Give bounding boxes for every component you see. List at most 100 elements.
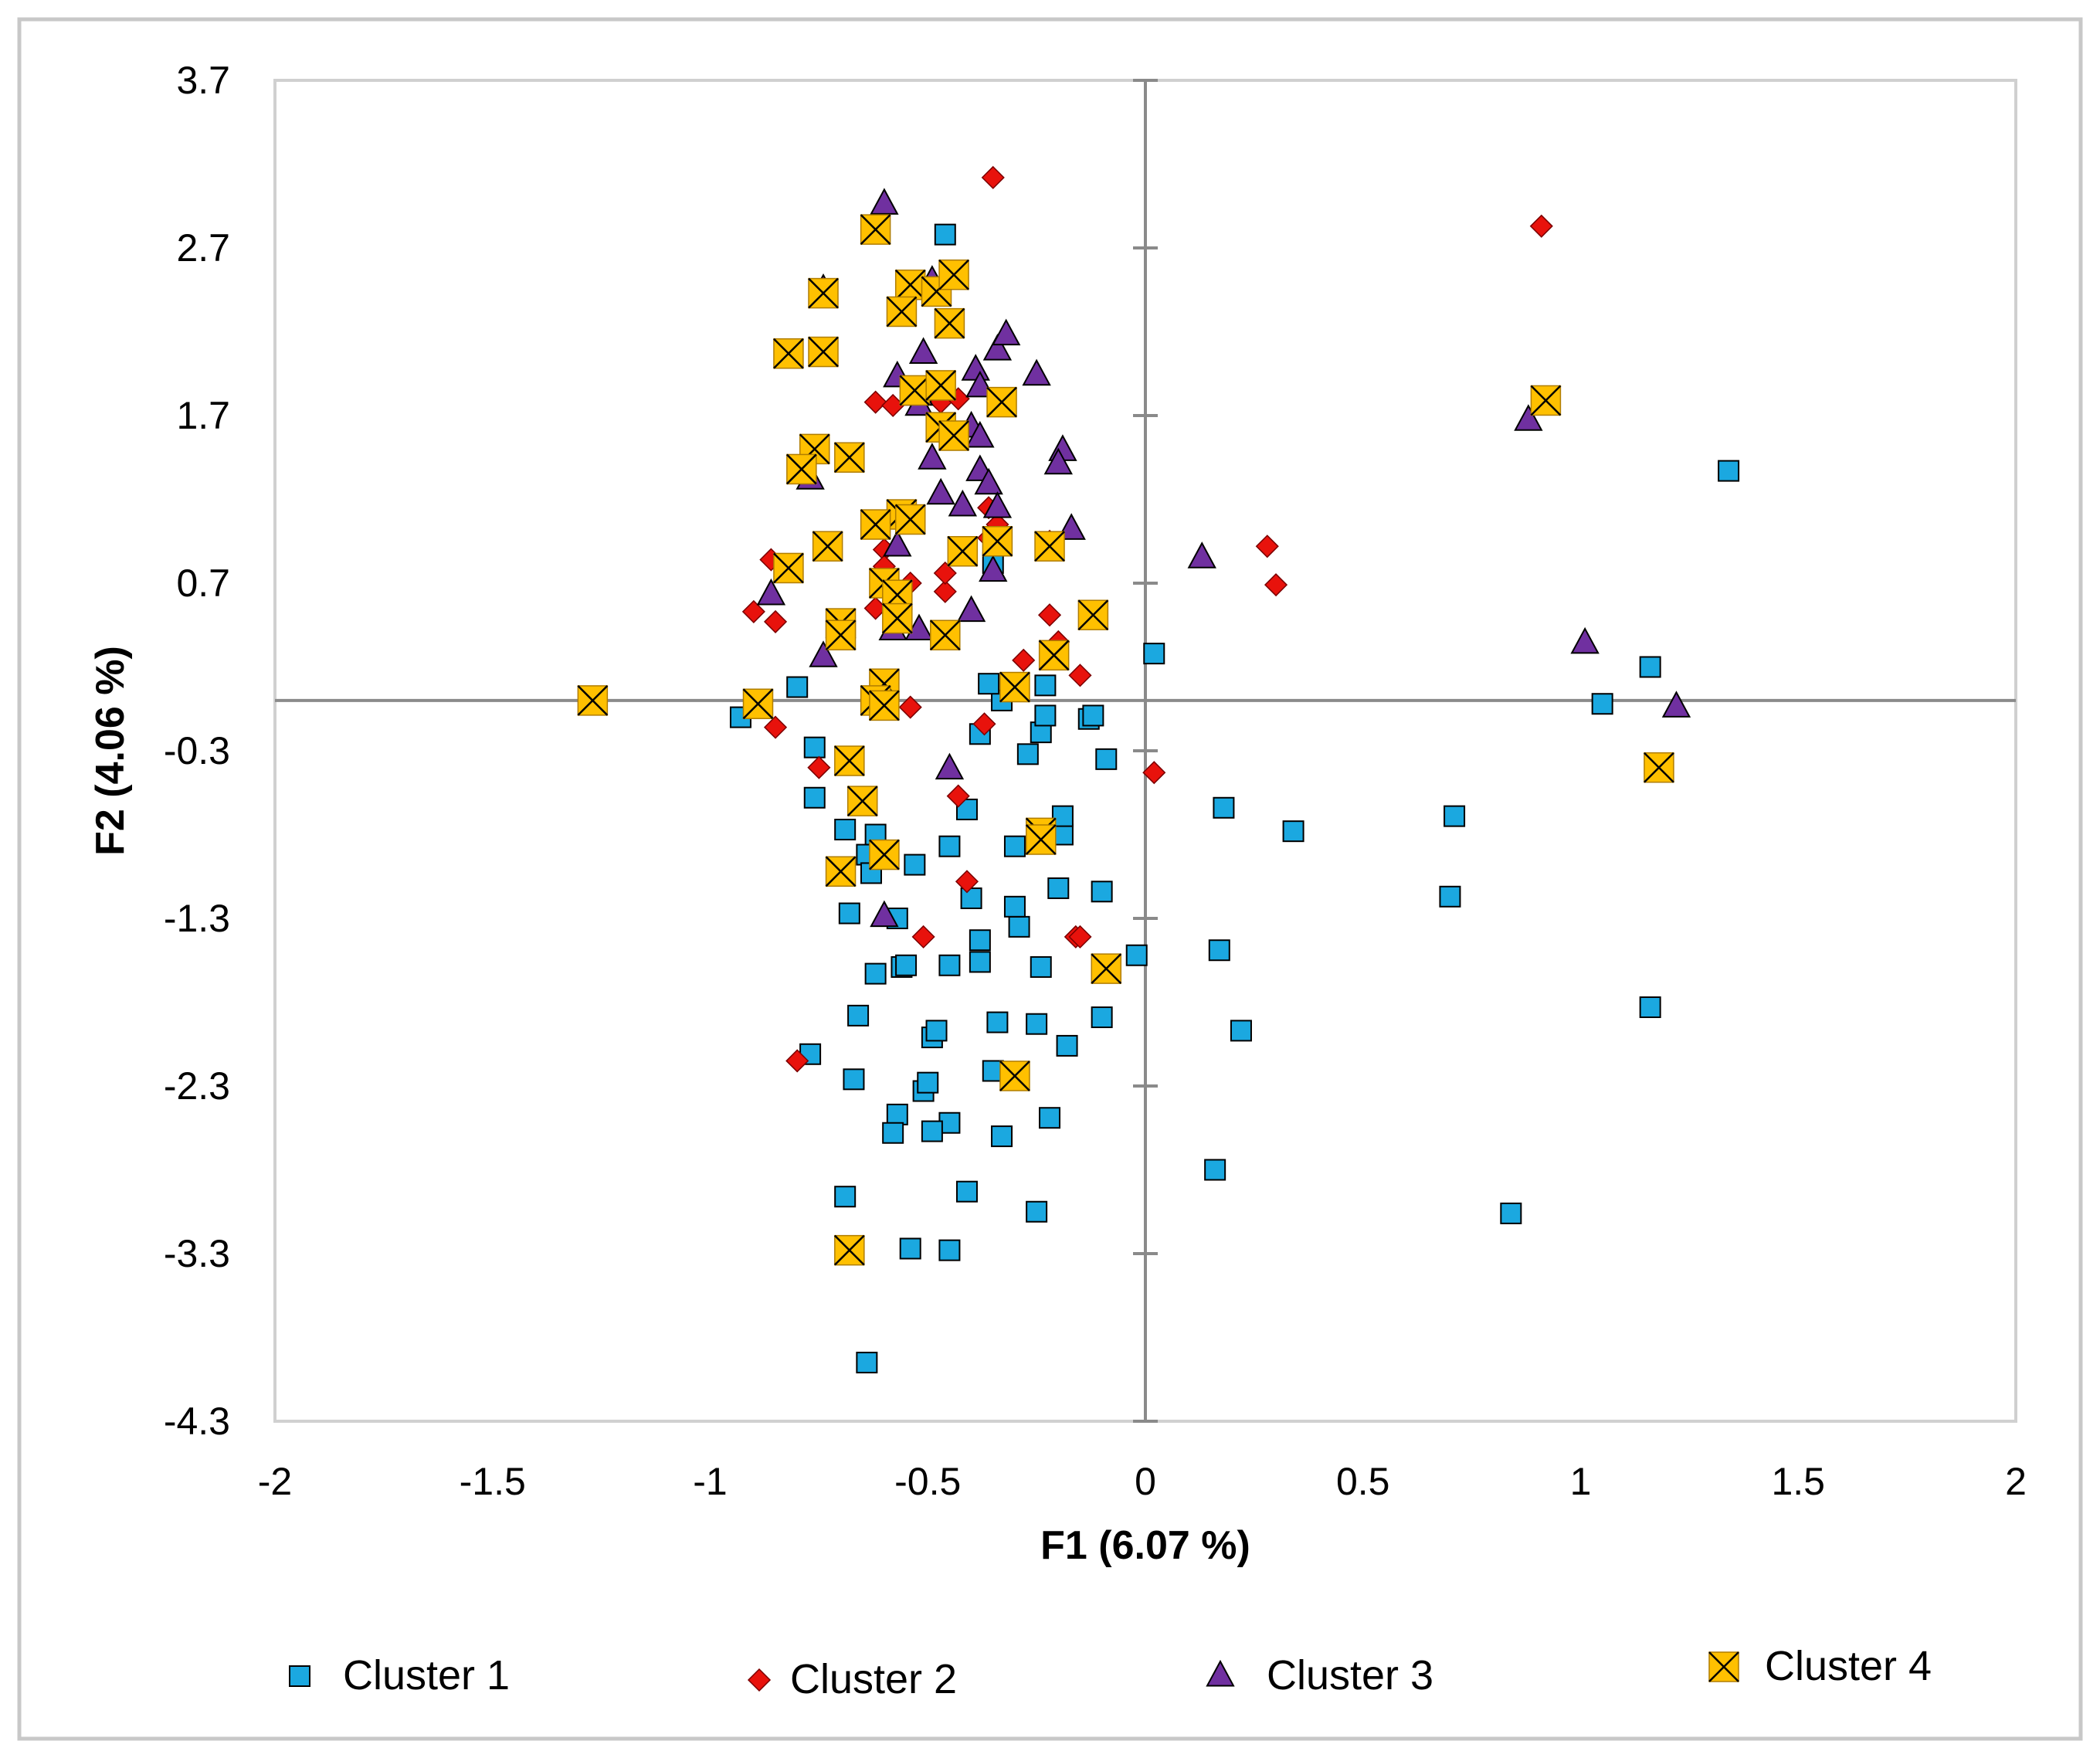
data-point bbox=[1718, 460, 1740, 482]
axes bbox=[275, 79, 2016, 1423]
data-point bbox=[899, 1237, 921, 1260]
x-axis-title: F1 (6.07 %) bbox=[1040, 1523, 1250, 1568]
data-point bbox=[1213, 796, 1235, 819]
data-point bbox=[846, 786, 878, 816]
data-point bbox=[982, 491, 1013, 518]
data-point bbox=[864, 962, 887, 985]
data-point bbox=[972, 712, 996, 736]
data-point bbox=[856, 1352, 878, 1374]
data-point bbox=[955, 1180, 978, 1203]
data-point bbox=[773, 552, 804, 584]
data-point bbox=[834, 1186, 857, 1208]
data-point bbox=[812, 531, 843, 562]
legend-label: Cluster 3 bbox=[1267, 1652, 1433, 1699]
y-tick-label: -2.3 bbox=[164, 1064, 230, 1108]
data-point bbox=[886, 296, 918, 328]
data-point bbox=[1639, 996, 1661, 1019]
y-tick-label: 2.7 bbox=[176, 226, 230, 270]
data-point bbox=[833, 745, 865, 776]
data-point bbox=[785, 1049, 809, 1073]
data-point bbox=[908, 337, 938, 364]
x-tick-label: 1.5 bbox=[1771, 1460, 1825, 1503]
y-tick-label: -1.3 bbox=[164, 897, 230, 940]
data-point bbox=[838, 902, 860, 925]
data-point bbox=[981, 165, 1005, 189]
data-point bbox=[933, 561, 957, 585]
data-point bbox=[1529, 214, 1553, 238]
y-axis-title: F2 (4.06 %) bbox=[88, 646, 133, 856]
data-point bbox=[918, 443, 947, 470]
data-point bbox=[1444, 805, 1466, 827]
data-point bbox=[847, 1004, 870, 1027]
data-point bbox=[834, 818, 857, 840]
data-point bbox=[926, 477, 955, 505]
data-point bbox=[938, 259, 969, 290]
data-point bbox=[894, 504, 926, 535]
data-point bbox=[1026, 1013, 1048, 1035]
y-tick-label: -0.3 bbox=[164, 729, 230, 772]
data-point bbox=[1008, 915, 1030, 938]
data-point bbox=[894, 269, 926, 300]
data-point bbox=[1125, 944, 1148, 966]
data-point bbox=[833, 442, 865, 473]
data-point bbox=[1639, 656, 1661, 678]
data-point bbox=[979, 555, 1008, 582]
y-tick-label: -3.3 bbox=[164, 1232, 230, 1275]
data-point bbox=[1591, 693, 1613, 715]
data-point bbox=[960, 887, 982, 909]
legend-item-cluster-2: Cluster 2 bbox=[747, 1656, 957, 1702]
data-point bbox=[1570, 626, 1600, 654]
data-point bbox=[1230, 1020, 1252, 1042]
data-point bbox=[938, 420, 969, 451]
data-point bbox=[1142, 761, 1166, 785]
legend-label: Cluster 4 bbox=[1765, 1643, 1932, 1689]
data-point bbox=[1034, 674, 1057, 697]
data-point bbox=[1282, 820, 1304, 843]
data-point bbox=[869, 690, 900, 721]
data-point bbox=[1012, 648, 1036, 672]
data-point bbox=[742, 688, 774, 720]
data-point bbox=[1022, 358, 1051, 386]
data-point bbox=[921, 1120, 943, 1142]
data-point bbox=[1204, 1159, 1226, 1181]
data-point bbox=[803, 736, 826, 759]
data-point bbox=[925, 370, 957, 401]
data-point bbox=[860, 509, 891, 540]
data-point bbox=[843, 1068, 865, 1091]
data-point bbox=[763, 609, 788, 633]
data-point bbox=[982, 334, 1013, 361]
data-point bbox=[870, 188, 899, 215]
data-point bbox=[1038, 640, 1070, 671]
data-point bbox=[577, 685, 609, 716]
data-point bbox=[969, 951, 991, 973]
data-point bbox=[999, 1061, 1030, 1091]
legend-marker bbox=[1708, 1651, 1739, 1682]
data-point bbox=[808, 336, 839, 368]
y-tick-label: 1.7 bbox=[176, 394, 230, 437]
data-point bbox=[1091, 953, 1122, 984]
data-point bbox=[1030, 955, 1052, 978]
data-point bbox=[773, 338, 804, 369]
data-point bbox=[825, 619, 857, 651]
data-point bbox=[911, 925, 935, 949]
data-point bbox=[1530, 385, 1562, 416]
y-tick-label: 0.7 bbox=[176, 562, 230, 605]
y-tick-label: 3.7 bbox=[176, 59, 230, 102]
data-point bbox=[992, 318, 1021, 346]
data-point bbox=[934, 223, 956, 246]
x-tick-label: -0.5 bbox=[894, 1460, 961, 1503]
x-tick-label: 0 bbox=[1135, 1460, 1156, 1503]
data-point bbox=[1051, 805, 1074, 827]
data-point bbox=[863, 390, 887, 414]
data-point bbox=[935, 752, 965, 780]
data-point bbox=[991, 1125, 1013, 1148]
data-point bbox=[969, 929, 991, 952]
data-point bbox=[886, 1103, 908, 1125]
data-point bbox=[860, 214, 891, 246]
data-point bbox=[1644, 752, 1674, 783]
data-point bbox=[917, 1071, 939, 1094]
data-point bbox=[1016, 743, 1039, 765]
data-point bbox=[938, 1239, 961, 1261]
data-point bbox=[1037, 603, 1062, 627]
data-point bbox=[756, 578, 786, 606]
